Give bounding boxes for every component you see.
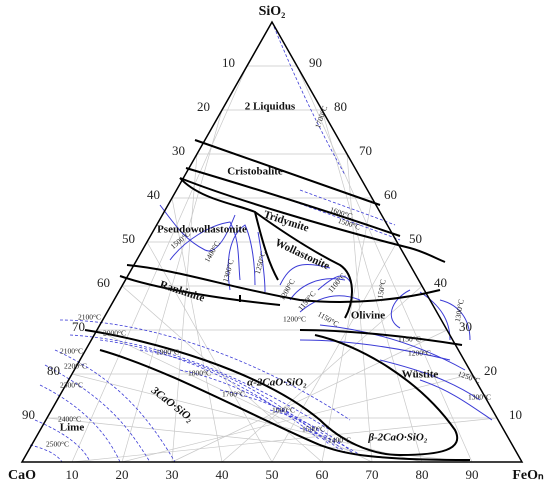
- isotherm-label: 1250°C: [253, 250, 268, 275]
- isotherm-label: 2100°C: [60, 347, 83, 356]
- left-tick-label: 40: [147, 187, 160, 202]
- isotherm-label: 1200°C: [283, 315, 306, 324]
- isotherm-label: 1300°C: [468, 393, 491, 402]
- grid-line: [96, 329, 373, 463]
- bottom-tick-label: 40: [216, 467, 229, 482]
- right-tick-label: 70: [359, 143, 372, 158]
- isotherm-label: 1500°C: [302, 425, 325, 434]
- tick-labels: 10 20 30 40 50 60 70 80 90 10 20 30 40 50 60 70 80 90 10 20…: [22, 55, 522, 482]
- isotherm-lines: [29, 21, 493, 463]
- isotherm-label: 1150°C: [375, 279, 388, 303]
- isotherm-label: 1900°C: [156, 348, 179, 357]
- isotherm-labels: 1700°C 1600°C 1500°C 1500°C 1400°C 1300°…: [46, 105, 491, 449]
- left-tick-label: 80: [47, 363, 60, 378]
- bottom-tick-label: 10: [66, 467, 79, 482]
- phase-boundaries: [84, 139, 471, 461]
- right-tick-label: 60: [384, 187, 397, 202]
- left-tick-label: 90: [22, 407, 35, 422]
- vertex-label: SiO₂: [259, 4, 286, 19]
- phase-label: 2 Liquidus: [245, 101, 296, 113]
- phase-label: Rankinite: [158, 279, 206, 305]
- isotherm-label: 1250°C: [457, 369, 482, 385]
- isotherm-label: 1300°C: [221, 258, 236, 283]
- left-tick-label: 10: [222, 55, 235, 70]
- grid-line: [296, 65, 473, 463]
- bottom-tick-label: 50: [266, 467, 279, 482]
- isotherm-label: 2000°C: [103, 329, 126, 338]
- right-tick-label: 20: [484, 363, 497, 378]
- isotherm-label: 2400°C: [58, 415, 81, 424]
- phase-label: Wüstite: [402, 369, 439, 381]
- isotherm-label: 1100°C: [326, 271, 348, 294]
- isotherm-label: 1400°C: [328, 436, 351, 445]
- isotherm-label: 1300°C: [453, 298, 466, 322]
- left-tick-label: 70: [72, 319, 85, 334]
- phase-label: 3CaO·SiO₂: [148, 384, 196, 425]
- bottom-tick-label: 60: [316, 467, 329, 482]
- isotherm-label: 1800°C: [188, 369, 211, 378]
- grid-line: [346, 153, 373, 463]
- bottom-tick-label: 20: [116, 467, 129, 482]
- vertex-label: CaO: [8, 468, 36, 483]
- bottom-tick-label: 80: [416, 467, 429, 482]
- right-tick-label: 30: [459, 319, 472, 334]
- right-tick-label: 10: [509, 407, 522, 422]
- left-tick-label: 60: [97, 275, 110, 290]
- right-tick-label: 40: [434, 275, 447, 290]
- isotherm-label: 1400°C: [202, 239, 221, 263]
- grid: [46, 65, 498, 463]
- left-tick-label: 30: [172, 143, 185, 158]
- isotherm-label: 1600°C: [272, 406, 295, 415]
- bottom-tick-label: 30: [166, 467, 179, 482]
- triangle-frame: [20, 20, 524, 463]
- grid-line: [271, 241, 398, 463]
- left-tick-label: 20: [197, 99, 210, 114]
- isotherm-label: 1150°C: [398, 335, 421, 344]
- phase-label: Olivine: [351, 310, 385, 322]
- phase-label: Lime: [60, 422, 85, 434]
- right-tick-label: 80: [334, 99, 347, 114]
- vertex-label: FeOₙ: [512, 468, 544, 483]
- isotherm-label: 2200°C: [64, 362, 87, 371]
- right-tick-label: 90: [309, 55, 322, 70]
- bottom-tick-label: 90: [466, 467, 479, 482]
- isotherm-label: 1700°C: [222, 390, 245, 399]
- right-tick-label: 50: [409, 231, 422, 246]
- isotherm-label: 2300°C: [60, 381, 83, 390]
- phase-label: α-2CaO·SiO₂: [247, 377, 307, 389]
- phase-label: Pseudowollastonite: [157, 224, 247, 236]
- grid-line: [146, 241, 273, 463]
- phase-label: Tridymite: [262, 209, 310, 235]
- phase-label: β-2CaO·SiO₂: [367, 432, 427, 444]
- bottom-tick-label: 70: [366, 467, 379, 482]
- isotherm-label: 2500°C: [46, 440, 69, 449]
- left-tick-label: 50: [122, 231, 135, 246]
- phase-label: Cristobalite: [227, 166, 283, 178]
- isotherm-label: 1200°C: [408, 349, 431, 358]
- isotherm-label: 2100°C: [78, 313, 101, 322]
